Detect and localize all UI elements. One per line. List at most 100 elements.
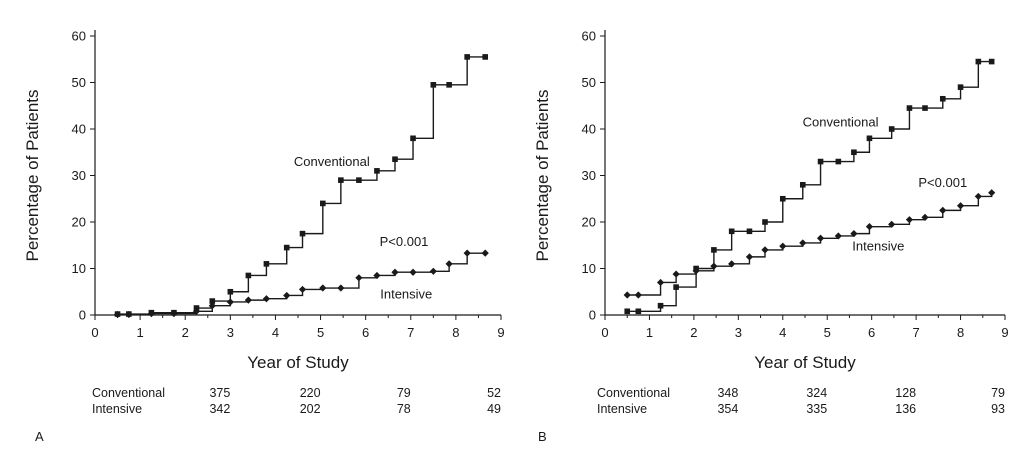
data-point-diamond (262, 295, 271, 303)
x-tick-label: 8 (957, 325, 964, 340)
x-tick-label: 5 (824, 325, 831, 340)
data-point-diamond (974, 192, 982, 201)
data-point-diamond (745, 253, 754, 261)
data-point-square (711, 247, 717, 253)
data-point-square (817, 158, 824, 165)
series-intensive (113, 249, 489, 319)
data-point-diamond (192, 307, 201, 315)
series-line-conventional (627, 60, 992, 312)
series-label-conventional: Conventional (294, 154, 370, 169)
data-point-diamond (865, 223, 874, 231)
series-label-conventional: Conventional (803, 115, 879, 130)
data-point-diamond (634, 291, 642, 299)
data-point-diamond (319, 284, 327, 292)
data-point-diamond (921, 213, 929, 221)
panel-label: B (538, 429, 547, 444)
data-point-square (635, 308, 642, 315)
data-point-diamond (905, 216, 914, 224)
data-point-square (263, 261, 270, 267)
x-tick-label: 5 (317, 325, 324, 340)
data-point-square (227, 288, 234, 295)
data-point-square (728, 228, 735, 235)
series-line-conventional (117, 56, 486, 315)
x-tick-label: 1 (136, 325, 143, 340)
risk-value: 220 (300, 386, 321, 400)
p-value-annotation: P<0.001 (918, 175, 967, 190)
data-point-diamond (208, 302, 216, 310)
x-tick-label: 6 (362, 325, 369, 340)
data-point-diamond (799, 239, 807, 247)
y-tick-label: 30 (582, 168, 596, 183)
data-point-diamond (728, 260, 736, 268)
data-point-square (482, 54, 489, 60)
data-point-diamond (710, 262, 718, 270)
data-point-square (624, 308, 631, 315)
y-tick-label: 40 (72, 122, 86, 137)
x-tick-label: 3 (735, 325, 742, 340)
data-point-diamond (672, 270, 680, 278)
risk-row-label: Conventional (597, 386, 670, 400)
data-point-square (446, 82, 452, 88)
x-tick-label: 2 (690, 325, 697, 340)
data-point-diamond (147, 310, 155, 318)
panel-label: A (35, 429, 44, 444)
data-point-square (746, 228, 753, 235)
risk-value: 354 (717, 402, 738, 416)
risk-row-label: Intensive (92, 402, 142, 416)
data-point-square (799, 182, 806, 188)
y-tick-label: 0 (79, 308, 86, 323)
data-point-diamond (283, 291, 291, 300)
y-axis-title: Percentage of Patients (533, 89, 552, 261)
panel-b: 0 1 2 3 4 5 6 7 8 9 0 10 20 30 40 50 60 Year of Study Perc… (533, 29, 1009, 445)
data-point-diamond (939, 206, 947, 214)
risk-value: 93 (991, 402, 1005, 416)
data-point-square (392, 156, 398, 163)
x-tick-label: 9 (1001, 325, 1008, 340)
y-tick-label: 20 (582, 215, 596, 230)
data-point-diamond (761, 246, 769, 254)
data-point-diamond (298, 285, 307, 294)
data-point-diamond (988, 189, 996, 197)
series-line-intensive (627, 192, 993, 296)
y-tick-label: 50 (72, 75, 86, 90)
series-line-intensive (117, 252, 486, 316)
data-point-square (888, 126, 895, 132)
data-point-diamond (244, 296, 252, 304)
risk-value: 136 (895, 402, 916, 416)
data-point-square (464, 54, 470, 60)
risk-value: 324 (806, 386, 827, 400)
x-tick-label: 1 (646, 325, 653, 340)
risk-value: 52 (487, 386, 501, 400)
data-point-diamond (850, 230, 858, 238)
data-point-diamond (170, 310, 178, 318)
data-point-diamond (481, 249, 489, 257)
y-tick-label: 50 (582, 75, 596, 90)
y-axis-title: Percentage of Patients (23, 89, 42, 261)
x-tick-label: 7 (407, 325, 414, 340)
data-point-square (835, 158, 842, 165)
series-conventional (114, 54, 489, 317)
x-tick-label: 3 (227, 325, 234, 340)
data-point-square (410, 135, 416, 142)
data-point-square (299, 230, 306, 237)
risk-value: 79 (991, 386, 1005, 400)
x-tick-label: 8 (452, 325, 459, 340)
data-point-square (657, 302, 664, 309)
data-point-diamond (692, 267, 700, 275)
data-point-square (988, 58, 995, 65)
x-axis-title: Year of Study (247, 353, 349, 372)
x-tick-label: 6 (868, 325, 875, 340)
y-tick-label: 10 (72, 261, 86, 276)
data-point-square (283, 244, 290, 251)
x-tick-label: 9 (497, 325, 504, 340)
y-tick-label: 30 (72, 168, 86, 183)
data-point-diamond (888, 220, 896, 228)
data-point-square (957, 84, 964, 90)
data-point-square (209, 298, 216, 304)
data-point-square (430, 82, 437, 88)
risk-row-label: Intensive (597, 402, 647, 416)
series-intensive (623, 189, 996, 299)
data-point-diamond (391, 268, 399, 276)
series-conventional (624, 58, 995, 315)
